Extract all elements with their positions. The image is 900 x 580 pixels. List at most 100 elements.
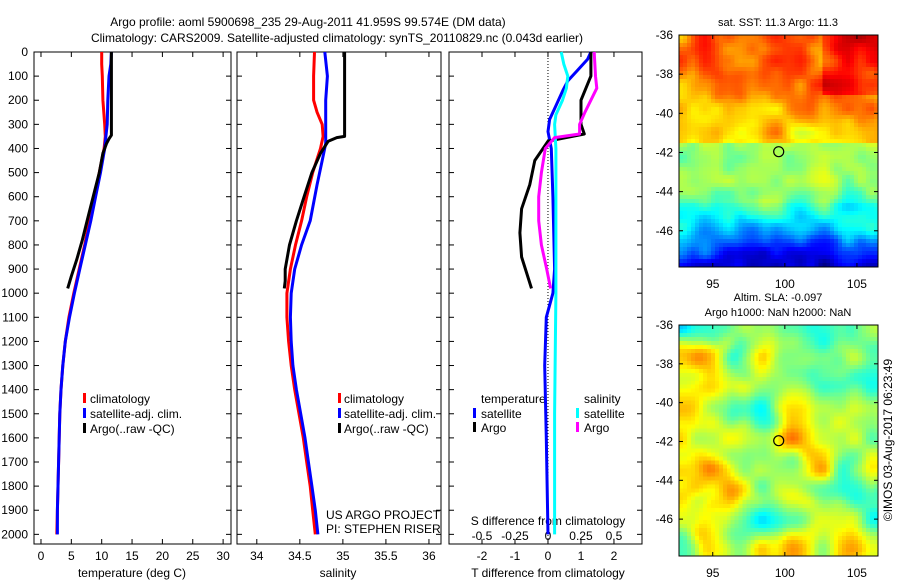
x-tick-label: 34.5 [288,549,312,563]
depth-tick-label: 0 [21,45,28,59]
depth-tick-label: 1400 [1,383,28,397]
depth-tick-label: 1000 [1,286,28,300]
sst-map-field [679,35,878,267]
sst-argo-location-marker [773,146,785,158]
legend-swatch-satellite [83,408,86,418]
lat-tick-label: -38 [656,67,674,81]
legend-swatch-t-satellite [473,408,476,418]
profile-line-argo [518,52,593,289]
lon-tick-label: 100 [775,277,795,291]
title-line-2: Climatology: CARS2009. Satellite-adjuste… [91,31,583,45]
profile-line-satellite-adj-clim- [288,51,329,535]
sla-map-title: Altim. SLA: -0.097 [734,292,823,304]
legend-label: climatology [344,392,404,406]
depth-tick-label: 1600 [1,431,28,445]
x-tick-label: 2 [611,549,618,563]
depth-tick-label: 1800 [1,479,28,493]
pi-label: PI: STEPHEN RISER [326,522,441,536]
x-tick-label: 30 [216,549,230,563]
lat-tick-label: -40 [656,106,674,120]
depth-tick-label: 900 [8,262,28,276]
profile-line-argo [537,51,599,289]
x-tick-label: -1 [510,549,521,563]
depth-tick-label: 200 [8,93,28,107]
legend-swatch-s-argo [576,422,579,432]
legend-label: satellite-adj. clim. [90,407,182,421]
lon-tick-label: 100 [775,566,795,580]
sla-map-subtitle: Argo h1000: NaN h2000: NaN [705,307,852,319]
sla-map-frame [678,324,879,557]
x2-tick-label: 0.5 [606,529,623,543]
depth-tick-label: 1900 [1,503,28,517]
depth-tick-label: 500 [8,166,28,180]
profile-line-satellite [543,51,593,535]
x2-tick-label: -0.5 [472,529,493,543]
sla-map-field [679,325,878,556]
lat-tick-label: -36 [656,318,674,332]
legend-label: climatology [90,392,150,406]
depth-tick-label: 2000 [1,527,28,541]
x-tick-label: 5 [68,549,75,563]
lat-tick-label: -44 [656,185,674,199]
legend-swatch-satellite [338,408,341,418]
x-tick-label: -2 [477,549,488,563]
legend-label: Argo(..raw -QC) [344,422,429,436]
legend-swatch-argo [83,423,86,433]
depth-tick-label: 1200 [1,334,28,348]
legend-swatch-s-satellite [576,408,579,418]
legend-label: satellite-adj. clim. [344,407,436,421]
x-tick-label: 0 [38,549,45,563]
x2-tick-label: 0.25 [569,529,593,543]
lat-tick-label: -38 [656,357,674,371]
sst-map-title: sat. SST: 11.3 Argo: 11.3 [718,17,838,29]
lon-tick-label: 105 [847,566,867,580]
legend-label: Argo [584,421,610,435]
x-axis-label-temperature: temperature (deg C) [78,566,186,580]
plot-frame [448,51,643,545]
lon-tick-label: 95 [706,566,720,580]
profile-line-climatology [55,52,107,535]
project-label: US ARGO PROJECT [326,508,441,522]
x-tick-label: 35.5 [374,549,398,563]
x-tick-label: 0 [545,549,552,563]
x2-tick-label: -0.25 [501,529,529,543]
lat-tick-label: -46 [656,512,674,526]
lat-tick-label: -42 [656,434,674,448]
imos-timestamp: ©IMOS 03-Aug-2017 06:23:49 [881,359,895,522]
lat-tick-label: -42 [656,145,674,159]
x-tick-label: 15 [125,549,139,563]
plot-frame [236,51,442,545]
legend-label: Argo(..raw -QC) [90,422,175,436]
lat-tick-label: -46 [656,224,674,238]
plot-frame [33,51,232,545]
depth-tick-label: 100 [8,69,28,83]
legend-group-temperature: temperature [481,392,546,406]
depth-tick-label: 1500 [1,407,28,421]
sla-argo-location-marker [773,435,785,447]
legend-swatch-t-argo [473,422,476,432]
legend-label: satellite [584,407,625,421]
legend-label: Argo [481,421,507,435]
profile-line-satellite [553,51,570,535]
x-tick-label: 20 [156,549,170,563]
depth-tick-label: 1700 [1,455,28,469]
legend-group-salinity: salinity [584,392,621,406]
legend-label: satellite [481,407,522,421]
profile-line-argo-raw-qc- [66,52,113,289]
x-axis-label-t-diff: T difference from climatology [471,566,625,580]
lon-tick-label: 95 [706,277,720,291]
x-axis-label-salinity: salinity [320,566,357,580]
depth-tick-label: 800 [8,238,28,252]
x-tick-label: 25 [186,549,200,563]
profile-line-satellite-adj-clim- [55,51,113,535]
depth-tick-label: 600 [8,190,28,204]
depth-tick-label: 700 [8,214,28,228]
lon-tick-label: 105 [847,277,867,291]
depth-tick-label: 1300 [1,359,28,373]
x-tick-label: 34 [250,549,264,563]
x-tick-label: 1 [578,549,585,563]
profile-line-argo-raw-qc- [282,52,347,289]
legend-swatch-climatology [338,393,341,403]
